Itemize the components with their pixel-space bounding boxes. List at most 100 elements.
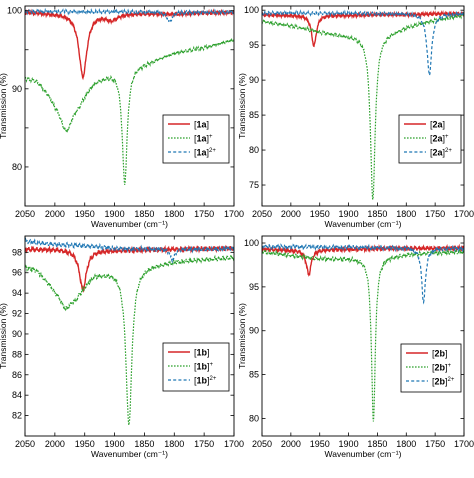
series-line-1a-2+: [25, 7, 234, 23]
x-tick-label: 1800: [396, 209, 416, 219]
y-tick-label: 75: [249, 180, 259, 190]
x-tick-label: 1750: [425, 209, 445, 219]
y-tick-label: 90: [12, 84, 22, 94]
y-tick-label: 96: [12, 268, 22, 278]
x-tick-label: 2000: [281, 439, 301, 449]
legend-label: [1b]: [194, 348, 210, 358]
y-tick-label: 95: [249, 282, 259, 292]
x-tick-label: 1850: [367, 439, 387, 449]
legend-label: [2b]2+: [432, 377, 455, 387]
x-axis-label: Wavenumber (cm⁻¹): [91, 449, 168, 459]
y-tick-label: 80: [12, 162, 22, 172]
y-tick-label: 90: [12, 329, 22, 339]
y-axis-label: Transmission (%): [0, 73, 8, 139]
y-tick-label: 94: [12, 288, 22, 298]
legend-box: [398, 114, 462, 164]
plot-frame: [24, 5, 235, 207]
x-tick-label: 1800: [396, 439, 416, 449]
x-tick-label: 1750: [194, 209, 214, 219]
legend: [2b] [2b]+ [2b]2+: [400, 343, 462, 393]
x-axis-label: Wavenumber (cm⁻¹): [91, 219, 168, 229]
x-tick-label: 2000: [45, 209, 65, 219]
x-tick-label: 1900: [339, 439, 359, 449]
x-tick-label: 2050: [252, 209, 272, 219]
x-tick-label: 1900: [339, 209, 359, 219]
x-tick-label: 1950: [310, 439, 330, 449]
x-tick-label: 1850: [367, 209, 387, 219]
y-tick-label: 98: [12, 247, 22, 257]
x-tick-label: 1900: [105, 209, 125, 219]
y-tick-label: 95: [249, 40, 259, 50]
y-tick-label: 88: [12, 349, 22, 359]
y-tick-label: 84: [12, 390, 22, 400]
series-line-2a-neutral: [262, 10, 464, 48]
plot-frame: [24, 235, 235, 437]
x-tick-label: 1800: [164, 209, 184, 219]
x-axis-label: Wavenumber (cm⁻¹): [325, 449, 402, 459]
panel-2a: 2050 2000 1950 1900 1850 1800 1750 1700 75 80 85 90…: [237, 5, 474, 229]
legend-label: [1a]: [194, 120, 209, 130]
panel-2b: 2050 2000 1950 1900 1850 1800 1750 1700 80 85 90 95…: [237, 235, 474, 459]
legend-label: [1a]+: [194, 134, 213, 144]
x-tick-label: 2000: [281, 209, 301, 219]
plot-frame: [261, 5, 465, 207]
y-tick-label: 82: [12, 411, 22, 421]
y-tick-label: 86: [12, 370, 22, 380]
x-tick-label: 1850: [134, 209, 154, 219]
y-tick-label: 92: [12, 309, 22, 319]
x-tick-label: 1700: [454, 439, 474, 449]
series-line-1a-neutral: [25, 8, 234, 81]
legend-label: [2a]2+: [430, 148, 452, 158]
y-tick-label: 100: [244, 238, 259, 248]
y-axis-label: Transmission (%): [237, 73, 247, 139]
legend-label: [1a]2+: [194, 148, 216, 158]
x-tick-label: 1900: [105, 439, 125, 449]
y-tick-label: 100: [7, 6, 22, 16]
y-tick-label: 80: [249, 145, 259, 155]
panel-1b: 2050 2000 1950 1900 1850 1800 1750 1700 82 84 86 88…: [0, 235, 244, 459]
legend-label: [2b]+: [432, 363, 452, 373]
x-tick-label: 1700: [224, 209, 244, 219]
legend-label: [1b]+: [194, 362, 214, 372]
x-tick-label: 1950: [75, 439, 95, 449]
x-tick-label: 1800: [164, 439, 184, 449]
x-tick-label: 1700: [224, 439, 244, 449]
legend-box: [162, 114, 230, 164]
y-tick-label: 85: [249, 370, 259, 380]
legend: [1a] [1a]+ [1a]2+: [162, 114, 230, 164]
y-tick-label: 85: [249, 110, 259, 120]
x-tick-label: 1750: [425, 439, 445, 449]
series-line-1a-+: [25, 38, 234, 185]
series-line-1b-2+: [25, 237, 234, 264]
panel-1a: 2050 2000 1950 1900 1850 1800 1750 1700 80 90 100 W…: [0, 5, 244, 229]
plot-frame: [261, 235, 465, 437]
series-line-1b-neutral: [25, 244, 234, 293]
x-tick-label: 1950: [310, 209, 330, 219]
legend-label: [2a]+: [430, 134, 449, 144]
x-tick-label: 1950: [75, 209, 95, 219]
legend-label: [1b]2+: [194, 376, 217, 386]
legend: [2a] [2a]+ [2a]2+: [398, 114, 462, 164]
y-tick-label: 90: [249, 326, 259, 336]
x-tick-label: 1750: [194, 439, 214, 449]
x-tick-label: 2050: [15, 209, 35, 219]
x-tick-label: 2050: [252, 439, 272, 449]
x-tick-label: 1700: [454, 209, 474, 219]
series-line-2a-+: [262, 11, 464, 200]
legend: [1b] [1b]+ [1b]2+: [162, 342, 230, 392]
series-line-2b-2+: [262, 242, 464, 305]
y-axis-label: Transmission (%): [0, 303, 8, 369]
legend-box: [400, 343, 462, 393]
x-tick-label: 1850: [134, 439, 154, 449]
x-tick-label: 2050: [15, 439, 35, 449]
y-axis-label: Transmission (%): [237, 303, 247, 369]
legend-label: [2b]: [432, 349, 448, 359]
series-line-1b-+: [25, 254, 234, 426]
legend-label: [2a]: [430, 120, 445, 130]
series-line-2a-2+: [262, 9, 464, 78]
y-tick-label: 80: [249, 413, 259, 423]
x-axis-label: Wavenumber (cm⁻¹): [325, 219, 402, 229]
legend-box: [162, 342, 230, 392]
